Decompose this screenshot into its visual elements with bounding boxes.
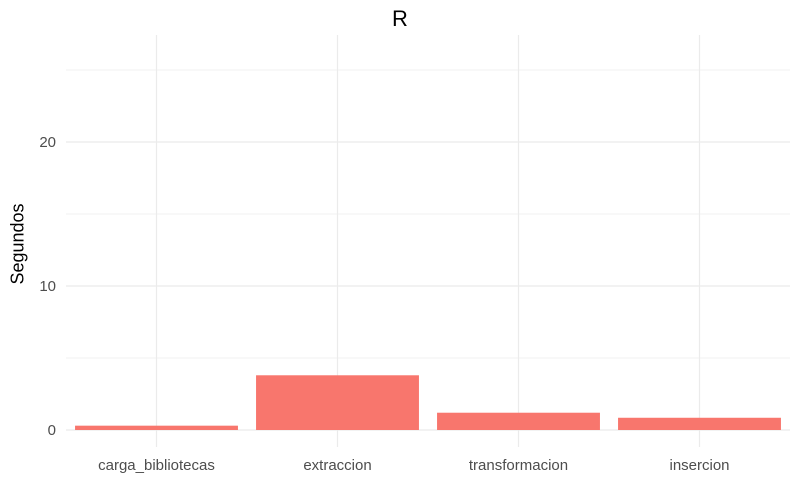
bar-carga_bibliotecas	[75, 425, 238, 430]
x-tick-label: transformacion	[469, 457, 568, 474]
y-tick-label: 20	[39, 134, 56, 151]
bar-transformacion	[437, 412, 600, 430]
x-tick-label: carga_bibliotecas	[98, 457, 215, 474]
bar-insercion	[618, 417, 781, 430]
y-tick-label: 0	[48, 422, 56, 439]
x-tick-label: extraccion	[303, 457, 371, 474]
x-tick-label: insercion	[669, 457, 729, 474]
y-tick-label: 10	[39, 278, 56, 295]
chart-title: R	[392, 6, 408, 31]
bar-extraccion	[256, 375, 419, 430]
